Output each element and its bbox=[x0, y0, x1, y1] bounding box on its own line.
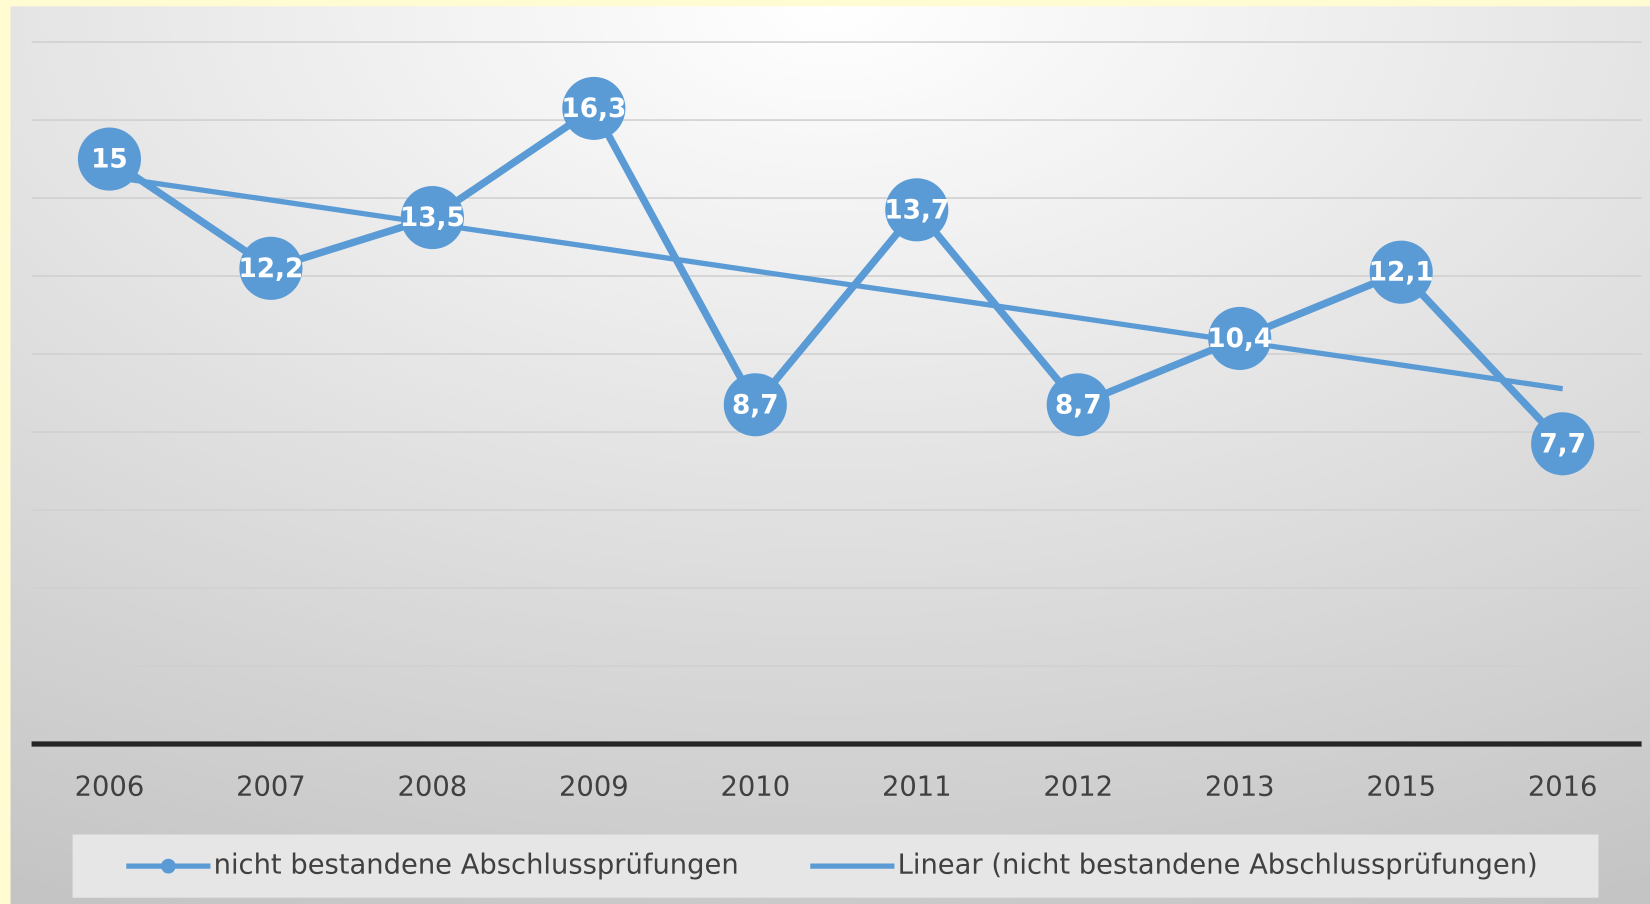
x-tick-label: 2009 bbox=[559, 772, 629, 803]
x-tick-label: 2013 bbox=[1205, 772, 1275, 803]
data-label: 15 bbox=[91, 145, 128, 175]
x-tick-label: 2007 bbox=[236, 772, 306, 803]
legend-label: Linear (nicht bestandene Abschlussprüfun… bbox=[898, 850, 1538, 881]
data-label: 8,7 bbox=[732, 390, 779, 420]
data-label: 13,7 bbox=[884, 195, 949, 225]
x-tick-label: 2015 bbox=[1366, 772, 1436, 803]
marker bbox=[77, 127, 142, 191]
data-label: 7,7 bbox=[1539, 429, 1586, 459]
series-line bbox=[109, 174, 1564, 392]
marker bbox=[723, 373, 787, 437]
legend-label: nicht bestandene Abschlussprüfungen bbox=[214, 850, 739, 881]
chart-area bbox=[10, 6, 1650, 904]
marker bbox=[1531, 412, 1595, 476]
x-tick-label: 2012 bbox=[1043, 772, 1113, 803]
legend-marker bbox=[161, 858, 176, 874]
marker bbox=[400, 186, 464, 250]
series-line bbox=[107, 104, 1566, 447]
data-label: 13,5 bbox=[400, 203, 465, 233]
marker bbox=[239, 236, 303, 300]
x-tick-label: 2008 bbox=[398, 772, 468, 803]
marker bbox=[562, 76, 626, 140]
x-tick-label: 2010 bbox=[720, 772, 790, 803]
marker bbox=[1046, 373, 1110, 437]
data-label: 10,4 bbox=[1207, 324, 1272, 354]
x-tick-label: 2011 bbox=[882, 772, 952, 803]
data-label: 12,2 bbox=[238, 254, 303, 284]
marker bbox=[1208, 306, 1272, 371]
x-tick-label: 2006 bbox=[75, 772, 145, 803]
data-label: 16,3 bbox=[561, 94, 626, 124]
data-label: 8,7 bbox=[1055, 390, 1102, 420]
marker bbox=[1369, 240, 1433, 304]
marker bbox=[885, 178, 949, 242]
data-label: 12,1 bbox=[1369, 258, 1434, 288]
x-tick-label: 2016 bbox=[1528, 772, 1598, 803]
